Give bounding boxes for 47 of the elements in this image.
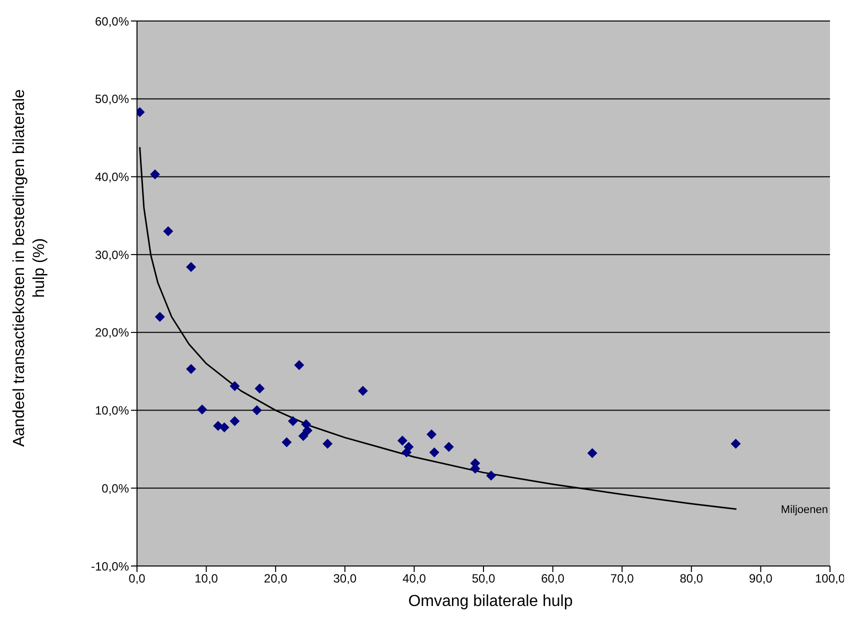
point	[288, 416, 298, 426]
point	[429, 447, 440, 458]
point	[587, 448, 598, 458]
point	[197, 404, 208, 415]
point	[230, 381, 240, 392]
y-tick-label: 20,0%	[94, 326, 130, 340]
x-tick-label: 50,0	[472, 572, 496, 586]
y-tick-label: 30,0%	[94, 248, 130, 262]
point	[219, 422, 230, 432]
point	[444, 442, 454, 452]
point	[150, 169, 160, 180]
point	[282, 437, 292, 448]
y-tick-label: -10,0%	[90, 559, 130, 574]
point	[163, 226, 174, 236]
x-tick-label: 40,0	[402, 572, 426, 586]
point	[252, 405, 262, 416]
x-tick-label: 20,0	[264, 572, 288, 586]
point	[730, 438, 741, 449]
x-tick-label: 0,0	[128, 572, 146, 586]
x-tick-label: 60,0	[541, 572, 565, 586]
x-tick-label: 30,0	[333, 572, 357, 586]
point	[294, 360, 304, 370]
y-axis-title: Aandeel transactiekosten in bestedingen bilaterale hulp (%)	[10, 88, 49, 449]
point	[426, 429, 437, 440]
y-tick-label: 60,0%	[94, 14, 130, 28]
x-tick-label: 80,0	[680, 572, 704, 586]
y-tick-label: 10,0%	[94, 404, 130, 418]
x-tick-label: 90,0	[749, 572, 773, 586]
point	[154, 312, 165, 322]
annotation: Miljoenen	[780, 504, 828, 516]
point	[302, 426, 312, 436]
point	[358, 386, 368, 396]
x-axis-title: Omvang bilaterale hulp	[407, 593, 574, 611]
point	[402, 447, 412, 458]
x-tick-label: 10,0	[194, 572, 218, 586]
point	[254, 383, 265, 394]
point	[397, 436, 408, 446]
y-tick-label: 50,0%	[94, 92, 130, 106]
x-tick-label: 70,0	[610, 572, 634, 586]
y-tick-label: 0,0%	[102, 481, 130, 496]
point	[298, 430, 308, 441]
point	[322, 438, 333, 449]
point	[186, 262, 196, 272]
point	[486, 470, 496, 481]
point	[186, 364, 196, 374]
y-tick-label: 40,0%	[94, 170, 130, 184]
point	[230, 416, 240, 426]
